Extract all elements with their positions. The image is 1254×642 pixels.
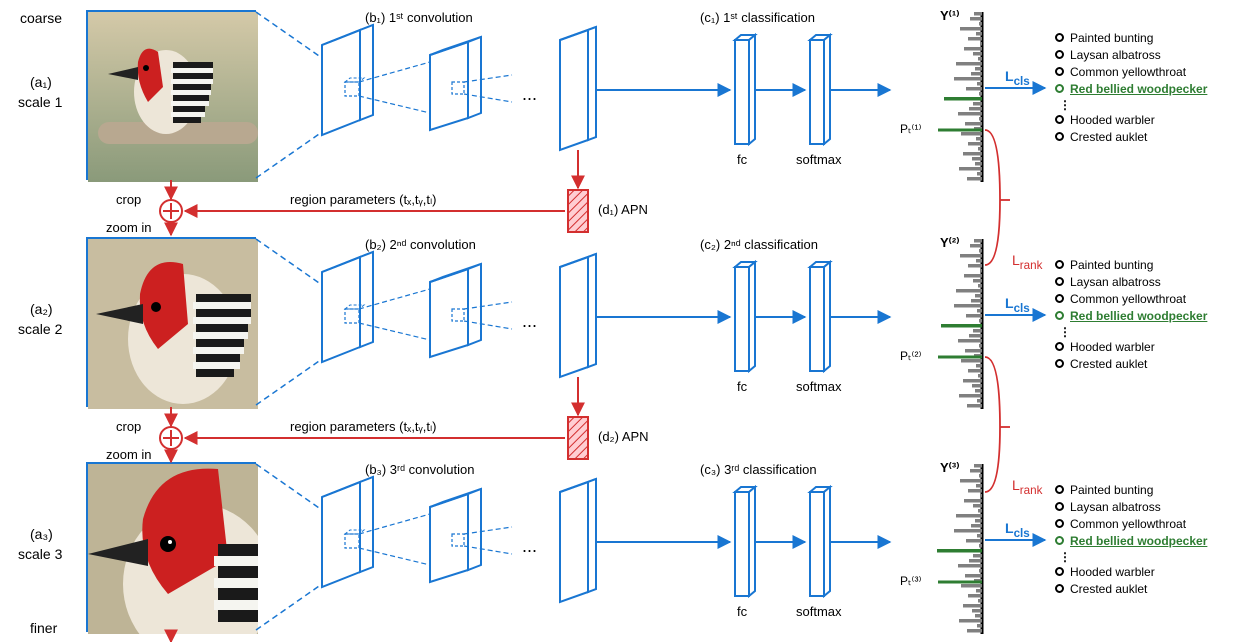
region-params-1: region parameters (tₓ,tᵧ,tₗ) bbox=[290, 192, 436, 208]
fc1-label: fc bbox=[737, 152, 747, 167]
class-item: Hooded warbler bbox=[1055, 339, 1207, 354]
scale-3-row: ... bbox=[256, 464, 890, 630]
class-item: Red bellied woodpecker bbox=[1055, 81, 1207, 96]
output-bars-1 bbox=[944, 12, 982, 182]
input-image-scale-3 bbox=[86, 462, 256, 632]
softmax1-label: softmax bbox=[796, 152, 842, 167]
conv-block-1b bbox=[430, 37, 481, 130]
y1-label: Y⁽¹⁾ bbox=[940, 8, 959, 24]
conv1-label: (b₁) 1ˢᵗ convolution bbox=[365, 10, 473, 25]
crop2-label: crop bbox=[116, 419, 141, 434]
class-item: Laysan albatross bbox=[1055, 47, 1207, 62]
fc3-label: fc bbox=[737, 604, 747, 619]
lcls3-label: Lcls bbox=[1005, 520, 1030, 540]
a1-label: (a₁) bbox=[30, 74, 52, 90]
fc-block-1 bbox=[735, 35, 755, 144]
class-item: Hooded warbler bbox=[1055, 564, 1207, 579]
zoom2-label: zoom in bbox=[106, 447, 152, 462]
conv-block-1a bbox=[322, 25, 373, 135]
crop1-label: crop bbox=[116, 192, 141, 207]
apn1-label: (d₁) APN bbox=[598, 202, 648, 217]
class-item: Hooded warbler bbox=[1055, 112, 1207, 127]
class-item: Crested auklet bbox=[1055, 129, 1207, 144]
softmax2-label: softmax bbox=[796, 379, 842, 394]
output-bars-3 bbox=[937, 464, 982, 634]
class-item: Red bellied woodpecker bbox=[1055, 533, 1207, 548]
fc2-label: fc bbox=[737, 379, 747, 394]
svg-text:...: ... bbox=[522, 311, 537, 331]
input-image-scale-1 bbox=[86, 10, 256, 180]
zoom1-label: zoom in bbox=[106, 220, 152, 235]
softmax-block-1 bbox=[810, 35, 830, 144]
conv2-label: (b₂) 2ⁿᵈ convolution bbox=[365, 237, 476, 252]
lcls2-label: Lcls bbox=[1005, 295, 1030, 315]
cls2-label: (c₂) 2ⁿᵈ classification bbox=[700, 237, 818, 252]
svg-text:...: ... bbox=[522, 84, 537, 104]
class-item: Painted bunting bbox=[1055, 30, 1207, 45]
lcls1-label: Lcls bbox=[1005, 68, 1030, 88]
class-item: Crested auklet bbox=[1055, 356, 1207, 371]
output-bars-2 bbox=[941, 239, 982, 409]
class-list-3: Painted bunting Laysan albatross Common ye… bbox=[1055, 482, 1207, 598]
scale-2-row: ... bbox=[160, 239, 890, 462]
apn2-label: (d₂) APN bbox=[598, 429, 649, 444]
cls1-label: (c₁) 1ˢᵗ classification bbox=[700, 10, 815, 25]
scale-1-row: ... bbox=[160, 12, 890, 235]
class-item: Common yellowthroat bbox=[1055, 516, 1207, 531]
lrank2-label: Lrank bbox=[1012, 477, 1042, 497]
architecture-diagram: ... bbox=[0, 0, 1254, 642]
a3-label: (a₃) bbox=[30, 526, 53, 542]
svg-text:...: ... bbox=[522, 536, 537, 556]
a2-label: (a₂) bbox=[30, 301, 53, 317]
pt2-label: Pₜ⁽²⁾ bbox=[900, 349, 921, 363]
conv3-label: (b₃) 3ʳᵈ convolution bbox=[365, 462, 474, 477]
class-item: Painted bunting bbox=[1055, 257, 1207, 272]
lrank1-label: Lrank bbox=[1012, 252, 1042, 272]
class-item: Laysan albatross bbox=[1055, 274, 1207, 289]
scale1-label: scale 1 bbox=[18, 94, 62, 110]
y3-label: Y⁽³⁾ bbox=[940, 460, 959, 476]
class-item: Crested auklet bbox=[1055, 581, 1207, 596]
class-list-1: Painted bunting Laysan albatross Common ye… bbox=[1055, 30, 1207, 146]
apn-block-1 bbox=[568, 190, 588, 232]
coarse-label: coarse bbox=[20, 10, 62, 26]
class-item: Common yellowthroat bbox=[1055, 64, 1207, 79]
class-item: Laysan albatross bbox=[1055, 499, 1207, 514]
apn-block-2 bbox=[568, 417, 588, 459]
softmax3-label: softmax bbox=[796, 604, 842, 619]
input-image-scale-2 bbox=[86, 237, 256, 407]
class-item: Red bellied woodpecker bbox=[1055, 308, 1207, 323]
pt1-label: Pₜ⁽¹⁾ bbox=[900, 122, 921, 136]
class-item: Common yellowthroat bbox=[1055, 291, 1207, 306]
scale2-label: scale 2 bbox=[18, 321, 62, 337]
class-item: Painted bunting bbox=[1055, 482, 1207, 497]
scale3-label: scale 3 bbox=[18, 546, 62, 562]
region-params-2: region parameters (tₓ,tᵧ,tₗ) bbox=[290, 419, 436, 435]
cls3-label: (c₃) 3ʳᵈ classification bbox=[700, 462, 817, 477]
pt3-label: Pₜ⁽³⁾ bbox=[900, 574, 921, 588]
y2-label: Y⁽²⁾ bbox=[940, 235, 959, 251]
conv-block-1c bbox=[560, 27, 596, 150]
finer-label: finer bbox=[30, 620, 57, 636]
class-list-2: Painted bunting Laysan albatross Common ye… bbox=[1055, 257, 1207, 373]
